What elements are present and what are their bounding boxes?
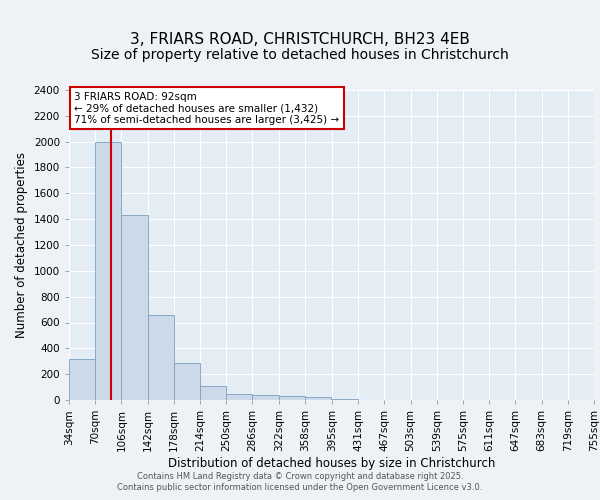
Bar <box>332 398 358 400</box>
X-axis label: Distribution of detached houses by size in Christchurch: Distribution of detached houses by size … <box>168 456 495 469</box>
Text: Size of property relative to detached houses in Christchurch: Size of property relative to detached ho… <box>91 48 509 62</box>
Bar <box>305 398 331 400</box>
Bar <box>200 386 226 400</box>
Bar <box>226 394 253 400</box>
Text: Contains public sector information licensed under the Open Government Licence v3: Contains public sector information licen… <box>118 484 482 492</box>
Bar <box>279 396 305 400</box>
Text: Contains HM Land Registry data © Crown copyright and database right 2025.: Contains HM Land Registry data © Crown c… <box>137 472 463 481</box>
Bar <box>253 396 279 400</box>
Text: 3, FRIARS ROAD, CHRISTCHURCH, BH23 4EB: 3, FRIARS ROAD, CHRISTCHURCH, BH23 4EB <box>130 32 470 48</box>
Bar <box>95 142 121 400</box>
Bar <box>174 363 200 400</box>
Text: 3 FRIARS ROAD: 92sqm
← 29% of detached houses are smaller (1,432)
71% of semi-de: 3 FRIARS ROAD: 92sqm ← 29% of detached h… <box>74 92 340 124</box>
Bar <box>69 358 95 400</box>
Bar <box>121 215 148 400</box>
Y-axis label: Number of detached properties: Number of detached properties <box>15 152 28 338</box>
Bar <box>148 315 174 400</box>
